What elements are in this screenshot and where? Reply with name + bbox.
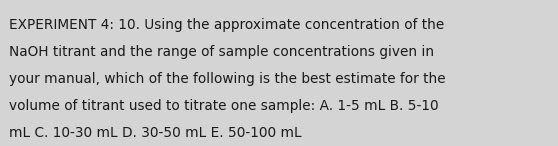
- Text: EXPERIMENT 4: 10. Using the approximate concentration of the: EXPERIMENT 4: 10. Using the approximate …: [9, 18, 444, 32]
- Text: mL C. 10-30 mL D. 30-50 mL E. 50-100 mL: mL C. 10-30 mL D. 30-50 mL E. 50-100 mL: [9, 126, 301, 140]
- Text: NaOH titrant and the range of sample concentrations given in: NaOH titrant and the range of sample con…: [9, 45, 434, 59]
- Text: your manual, which of the following is the best estimate for the: your manual, which of the following is t…: [9, 72, 445, 86]
- Text: volume of titrant used to titrate one sample: A. 1-5 mL B. 5-10: volume of titrant used to titrate one sa…: [9, 99, 439, 113]
